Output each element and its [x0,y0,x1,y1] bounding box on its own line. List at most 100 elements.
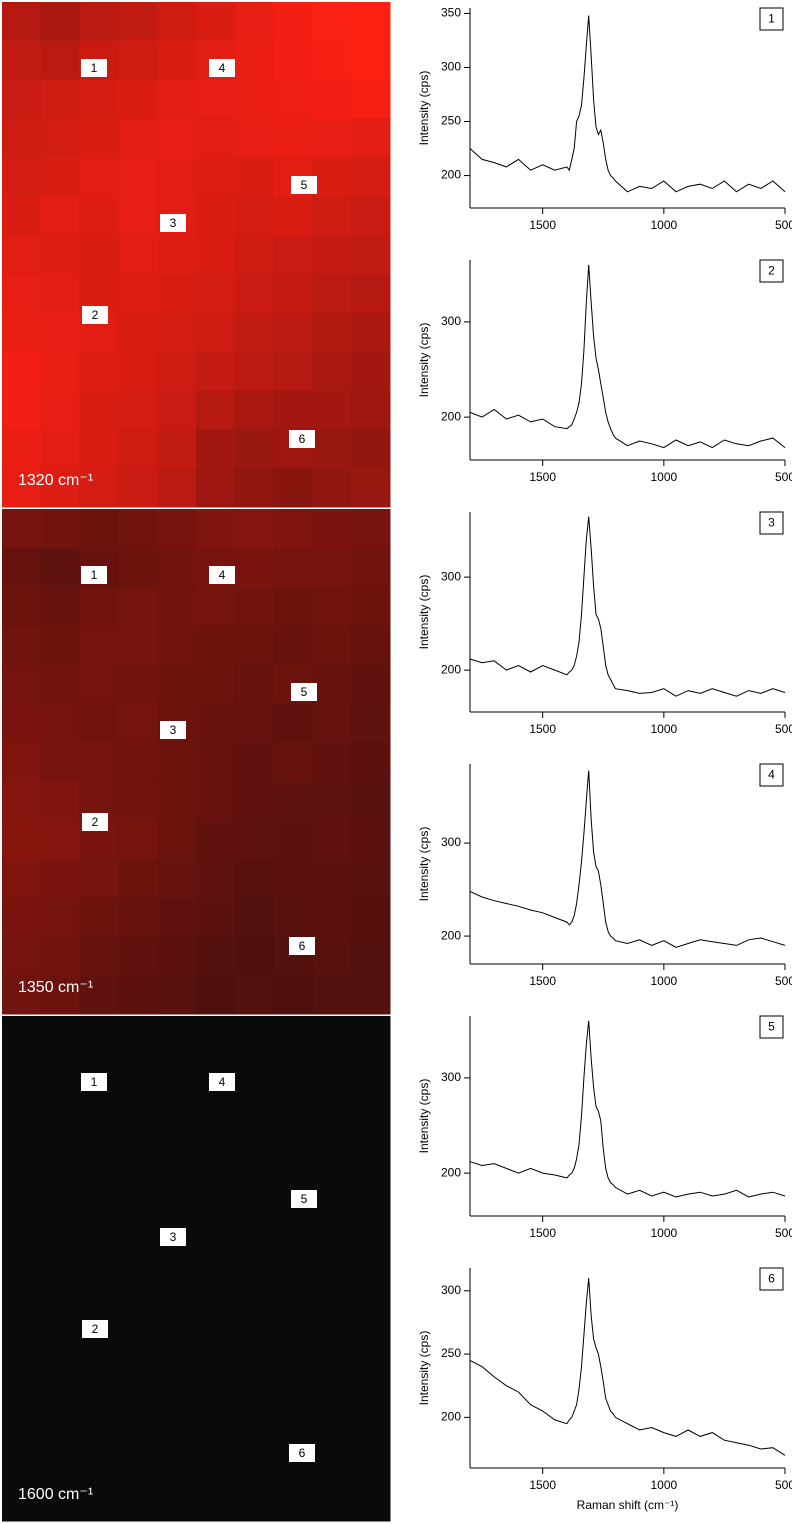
heatmap-cell [351,312,391,353]
heatmap-cell [2,547,42,588]
heatmap-cell [118,625,158,665]
heatmap-cell [2,390,42,430]
heatmap-cell [351,468,391,508]
heatmap-cell [196,312,236,353]
heatmap-cell [351,858,391,898]
heatmap-cell [157,1054,197,1095]
heatmap-cell [312,1443,352,1483]
y-tick-label: 300 [441,314,461,328]
marker-box [289,1444,315,1462]
x-tick-label: 1000 [650,1226,677,1240]
heatmap-cell [79,703,119,743]
heatmap-cell [157,1171,197,1211]
heatmap-cell [40,936,81,976]
heatmap-cell [2,1443,42,1483]
heatmap-cell [79,975,119,1015]
heatmap-cell [118,509,158,549]
heatmap-cell [351,742,391,782]
heatmap-cell [273,1365,313,1405]
heatmap-cell [351,235,391,275]
heatmap-cell [351,1326,391,1367]
heatmap-cell [351,819,391,860]
heatmap-cell [40,780,81,821]
heatmap-cell [79,1171,119,1211]
heatmap-cell [351,897,391,937]
map-title: 1320 cm⁻¹ [18,472,93,489]
heatmap-cell [196,936,236,976]
x-axis-label: Raman shift (cm⁻¹) [577,1498,679,1512]
heatmap-cell [234,1365,275,1405]
marker-box [209,1073,235,1091]
heatmap-cell [157,390,197,430]
y-tick-label: 200 [441,662,461,676]
heatmap-cell [2,1249,42,1289]
heatmap-cell [196,819,236,860]
heatmap-cell [351,625,391,665]
x-tick-label: 1500 [529,1226,556,1240]
heatmap-cell [196,196,236,236]
panel-label-box [759,259,784,283]
heatmap-cell [273,1404,313,1444]
heatmap-cell [273,625,313,665]
heatmap-cell [2,273,42,314]
marker-label: 4 [219,568,226,582]
heatmap-cell [40,79,81,120]
heatmap-cell [2,664,42,704]
heatmap-cell [118,196,158,236]
heatmap-cell [40,1404,81,1444]
y-axis-label: Intensity (cps) [417,827,431,902]
heatmap-cell [312,235,352,275]
marker-box [209,59,235,77]
heatmap-cell [118,586,158,627]
heatmap-cell [273,1132,313,1172]
heatmap-cell [351,1054,391,1095]
heatmap-cell [351,1249,391,1289]
marker-box [160,214,186,232]
marker-label: 3 [170,1230,177,1244]
heatmap-cell [157,235,197,275]
heatmap-cell [273,703,313,743]
heatmap-cell [40,664,81,704]
panel-label: 4 [768,768,775,782]
y-tick-label: 200 [441,1165,461,1179]
heatmap-cell [79,625,119,665]
heatmap-cell [351,936,391,976]
x-tick-label: 500 [775,1478,792,1492]
y-tick-label: 350 [441,6,461,20]
marker-label: 2 [92,1322,99,1336]
heatmap-cell [118,2,158,42]
heatmap-cell [40,586,81,627]
heatmap-cell [157,1016,197,1056]
heatmap-cell [2,703,42,743]
heatmap-cell [79,157,119,197]
heatmap-cell [40,196,81,236]
heatmap-cell [2,429,42,469]
heatmap-cell [273,1326,313,1367]
heatmap-cell [312,2,352,42]
heatmap-cell [40,1132,81,1172]
heatmap-cell [157,1093,197,1134]
marker-box [160,1228,186,1246]
heatmap-cell [196,1171,236,1211]
heatmap-cell [234,742,275,782]
heatmap-cell [234,975,275,1015]
y-tick-label: 300 [441,60,461,74]
heatmap-cell [351,1132,391,1172]
heatmap-cell [196,780,236,821]
heatmap-cell [312,429,352,469]
marker-label: 5 [301,178,308,192]
heatmap-cell [40,897,81,937]
heatmap-cell [234,936,275,976]
heatmap-cell [157,118,197,158]
heatmap-cell [196,1132,236,1172]
heatmap-cell [40,118,81,158]
heatmap-cell [79,79,119,120]
heatmap-cell [312,897,352,937]
heatmap-cell [2,1171,42,1211]
heatmap-cell [118,40,158,81]
heatmap-cell [196,1365,236,1405]
heatmap-cell [118,1093,158,1134]
marker-box [291,176,317,194]
heatmap-cell [312,1404,352,1444]
heatmap-cell [273,312,313,353]
